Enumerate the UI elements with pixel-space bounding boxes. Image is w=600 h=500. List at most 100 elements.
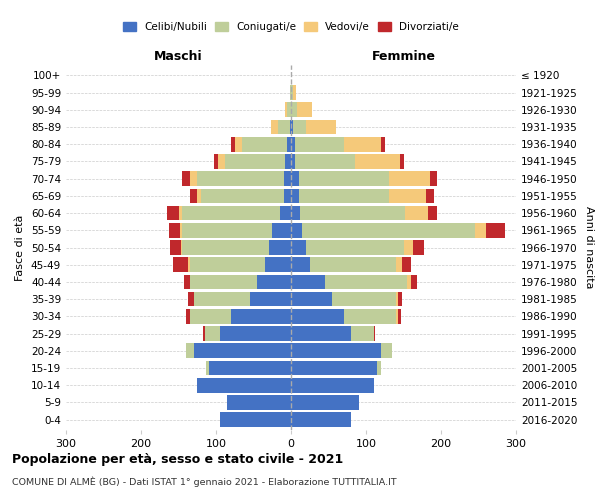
Bar: [293, 120, 306, 134]
Bar: [235, 137, 242, 152]
Bar: [250, 292, 291, 306]
Bar: [170, 240, 181, 255]
Bar: [285, 102, 287, 117]
Bar: [197, 172, 284, 186]
Bar: [287, 102, 291, 117]
Bar: [404, 240, 413, 255]
Bar: [184, 274, 190, 289]
Bar: [227, 395, 291, 410]
Bar: [295, 154, 355, 168]
Bar: [284, 172, 291, 186]
Bar: [389, 172, 430, 186]
Bar: [291, 412, 351, 427]
Bar: [190, 274, 257, 289]
Bar: [220, 326, 291, 341]
Bar: [430, 172, 437, 186]
Bar: [220, 412, 291, 427]
Bar: [351, 326, 373, 341]
Bar: [190, 172, 197, 186]
Bar: [190, 188, 197, 203]
Bar: [291, 378, 373, 392]
Bar: [280, 206, 291, 220]
Text: Popolazione per età, sesso e stato civile - 2021: Popolazione per età, sesso e stato civil…: [12, 452, 343, 466]
Bar: [400, 154, 404, 168]
Bar: [413, 240, 424, 255]
Bar: [291, 137, 295, 152]
Bar: [201, 188, 284, 203]
Bar: [271, 120, 278, 134]
Bar: [299, 172, 389, 186]
Bar: [218, 154, 225, 168]
Bar: [291, 395, 359, 410]
Bar: [381, 344, 392, 358]
Bar: [310, 258, 396, 272]
Bar: [405, 206, 427, 220]
Bar: [179, 206, 182, 220]
Bar: [291, 344, 381, 358]
Text: COMUNE DI ALMÈ (BG) - Dati ISTAT 1° gennaio 2021 - Elaborazione TUTTITALIA.IT: COMUNE DI ALMÈ (BG) - Dati ISTAT 1° genn…: [12, 476, 397, 487]
Bar: [265, 258, 291, 272]
Bar: [188, 258, 190, 272]
Bar: [180, 223, 182, 238]
Bar: [475, 223, 486, 238]
Bar: [306, 240, 404, 255]
Bar: [290, 120, 291, 134]
Bar: [486, 223, 505, 238]
Bar: [306, 120, 336, 134]
Bar: [206, 360, 209, 376]
Bar: [173, 258, 188, 272]
Bar: [398, 292, 402, 306]
Bar: [325, 274, 407, 289]
Bar: [291, 274, 325, 289]
Bar: [269, 240, 291, 255]
Bar: [290, 85, 291, 100]
Bar: [377, 360, 381, 376]
Bar: [396, 258, 402, 272]
Bar: [299, 188, 389, 203]
Y-axis label: Anni di nascita: Anni di nascita: [584, 206, 594, 289]
Bar: [190, 309, 231, 324]
Bar: [291, 240, 306, 255]
Bar: [231, 137, 235, 152]
Bar: [411, 274, 417, 289]
Bar: [291, 102, 297, 117]
Bar: [231, 309, 291, 324]
Bar: [187, 292, 193, 306]
Legend: Celibi/Nubili, Coniugati/e, Vedovi/e, Divorziati/e: Celibi/Nubili, Coniugati/e, Vedovi/e, Di…: [120, 19, 462, 36]
Bar: [214, 154, 218, 168]
Bar: [203, 326, 205, 341]
Bar: [407, 274, 411, 289]
Bar: [169, 223, 180, 238]
Bar: [209, 360, 291, 376]
Bar: [373, 326, 375, 341]
Bar: [396, 292, 398, 306]
Bar: [402, 258, 411, 272]
Bar: [190, 258, 265, 272]
Bar: [291, 120, 293, 134]
Bar: [272, 223, 291, 238]
Bar: [389, 188, 426, 203]
Bar: [186, 344, 193, 358]
Bar: [291, 206, 300, 220]
Bar: [197, 188, 201, 203]
Bar: [193, 344, 291, 358]
Text: Maschi: Maschi: [154, 50, 203, 64]
Bar: [291, 326, 351, 341]
Bar: [332, 292, 396, 306]
Bar: [291, 188, 299, 203]
Bar: [291, 360, 377, 376]
Bar: [205, 326, 220, 341]
Bar: [182, 172, 190, 186]
Bar: [291, 85, 293, 100]
Bar: [302, 223, 475, 238]
Bar: [193, 292, 250, 306]
Bar: [355, 154, 400, 168]
Bar: [291, 172, 299, 186]
Bar: [186, 309, 190, 324]
Bar: [295, 137, 343, 152]
Bar: [242, 137, 287, 152]
Bar: [300, 206, 405, 220]
Bar: [182, 206, 280, 220]
Bar: [291, 309, 343, 324]
Bar: [291, 258, 310, 272]
